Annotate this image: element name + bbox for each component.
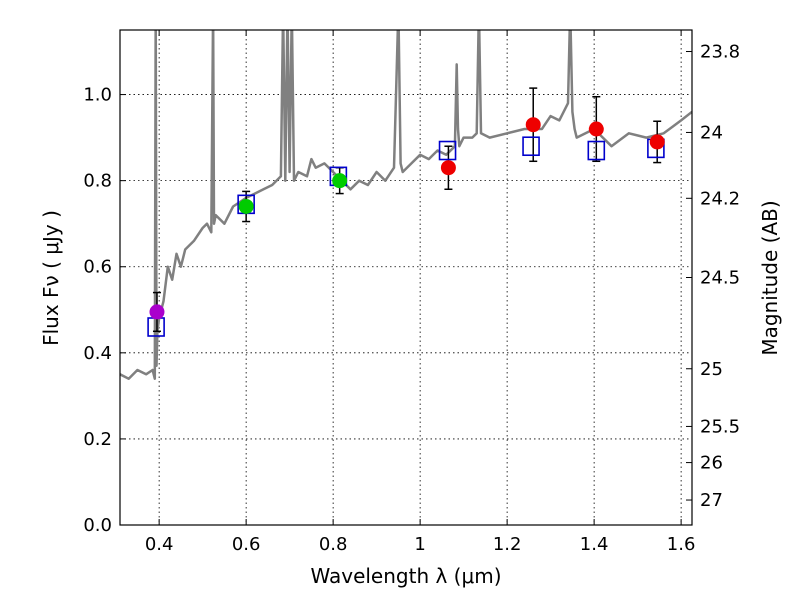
photometry-point [238,198,254,214]
grid-lines [120,30,692,526]
plot-frame [119,29,693,526]
y-tick-label: 0.6 [83,257,112,278]
x-tick-label: 1 [414,534,425,555]
photometry-point [649,134,665,150]
right-axis-label: Magnitude (AB) [758,200,782,355]
photometry-point [149,304,165,320]
right-tick-label: 24.2 [700,188,740,209]
right-tick-label: 27 [700,490,723,511]
y-tick-label: 0.2 [83,429,112,450]
model-spectrum-line [120,30,692,380]
y-tick-label: 1.0 [83,85,112,106]
y-tick-label: 0.8 [83,171,112,192]
model-band-square [522,136,540,157]
y-axis-label: Flux Fν ( μJy ) [39,210,63,346]
model-band-square [438,140,457,161]
x-axis-label: Wavelength λ (μm) [310,564,501,588]
photometry-point [525,117,541,133]
x-tick-label: 1.6 [667,534,696,555]
photometry-point [440,160,456,176]
series-layer [120,30,692,380]
photometry-point [588,121,604,137]
photometry-point [332,173,348,189]
tick-labels: 0.4 0.6 0.8 1 1.2 1.4 1.6 0.0 0.2 0.4 0.6 0.8 1.0 23.… [83,42,740,555]
axes-frame [119,29,693,526]
right-tick-label: 23.8 [700,42,740,63]
right-tick-label: 24.5 [700,268,740,289]
x-tick-label: 1.2 [493,534,522,555]
model-band-square [587,140,606,161]
right-tick-label: 25 [700,359,723,380]
x-tick-label: 1.4 [580,534,609,555]
x-tick-label: 0.6 [232,534,261,555]
x-tick-label: 0.8 [319,534,348,555]
right-tick-label: 24 [700,122,723,143]
tick-marks [120,30,692,526]
right-tick-label: 26 [700,453,723,474]
y-tick-label: 0.4 [83,343,112,364]
right-tick-label: 25.5 [700,416,740,437]
y-tick-label: 0.0 [83,515,112,536]
x-tick-label: 0.4 [145,534,174,555]
